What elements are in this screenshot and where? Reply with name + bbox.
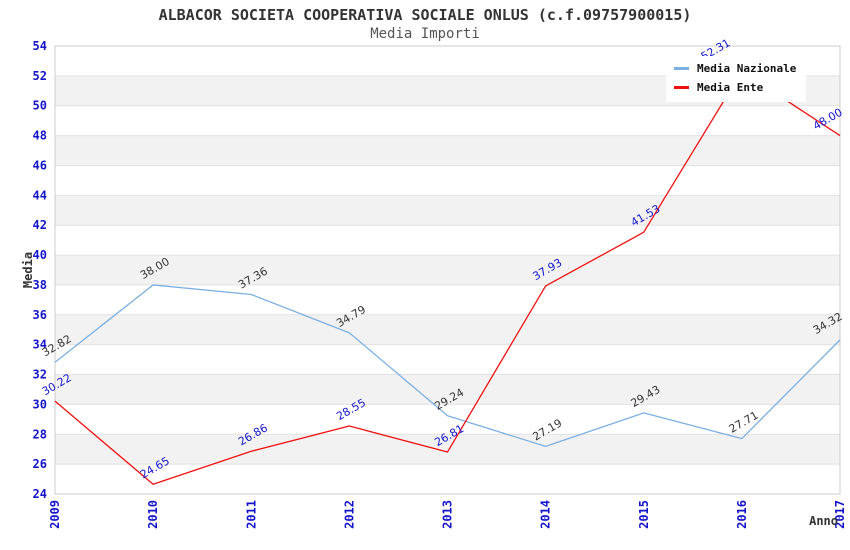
- grid-band: [55, 344, 840, 375]
- line-swatch-icon: [674, 86, 689, 89]
- x-axis-title: Anno: [809, 514, 838, 528]
- y-axis-title: Media: [21, 251, 35, 289]
- x-tick-label: 2014: [539, 500, 553, 529]
- grid-band: [55, 135, 840, 166]
- grid-band: [55, 374, 840, 405]
- legend-label: Media Ente: [697, 81, 764, 94]
- y-tick-label: 42: [33, 218, 47, 232]
- grid-band: [55, 464, 840, 494]
- x-tick-label: 2015: [637, 500, 651, 529]
- y-tick-label: 46: [33, 158, 47, 172]
- y-tick-label: 48: [33, 129, 47, 143]
- grid-band: [55, 404, 840, 435]
- grid-band: [55, 434, 840, 465]
- y-tick-label: 30: [33, 397, 47, 411]
- plot-border: [54, 45, 841, 495]
- y-tick-label: 36: [33, 308, 47, 322]
- grid-band: [55, 314, 840, 345]
- x-tick-label: 2011: [244, 500, 258, 529]
- y-tick-label: 44: [33, 188, 47, 202]
- series-line-ente: [54, 70, 841, 485]
- grid-band: [55, 105, 840, 136]
- grid-band: [55, 165, 840, 196]
- x-tick-label: 2013: [441, 500, 455, 529]
- chart-title: ALBACOR SOCIETA COOPERATIVA SOCIALE ONLU…: [158, 6, 692, 24]
- legend-item-media-ente: Media Ente: [674, 81, 796, 94]
- y-tick-label: 26: [33, 457, 47, 471]
- y-tick-label: 28: [33, 427, 47, 441]
- y-tick-label: 54: [33, 39, 47, 53]
- legend-item-media-nazionale: Media Nazionale: [674, 62, 796, 75]
- line-swatch-icon: [674, 67, 689, 70]
- x-tick-label: 2012: [342, 500, 356, 529]
- grid-band: [55, 255, 840, 285]
- y-tick-label: 40: [33, 248, 47, 262]
- grid-band: [55, 225, 840, 256]
- y-tick-label: 50: [33, 99, 47, 113]
- y-tick-label: 24: [33, 487, 47, 501]
- y-tick-label: 34: [33, 338, 47, 352]
- grid-band: [55, 284, 840, 315]
- y-tick-label: 32: [33, 368, 47, 382]
- grid-band: [55, 195, 840, 226]
- chart-subtitle: Media Importi: [370, 26, 480, 42]
- series-line-nazionale: [54, 284, 841, 448]
- y-tick-label: 52: [33, 69, 47, 83]
- legend-label: Media Nazionale: [697, 62, 797, 75]
- y-tick-label: 38: [33, 278, 47, 292]
- x-tick-label: 2009: [48, 500, 62, 529]
- x-tick-label: 2010: [146, 500, 160, 529]
- legend: Media Nazionale Media Ente: [666, 56, 807, 102]
- x-tick-label: 2016: [735, 500, 749, 529]
- x-tick-label: 2017: [833, 500, 847, 529]
